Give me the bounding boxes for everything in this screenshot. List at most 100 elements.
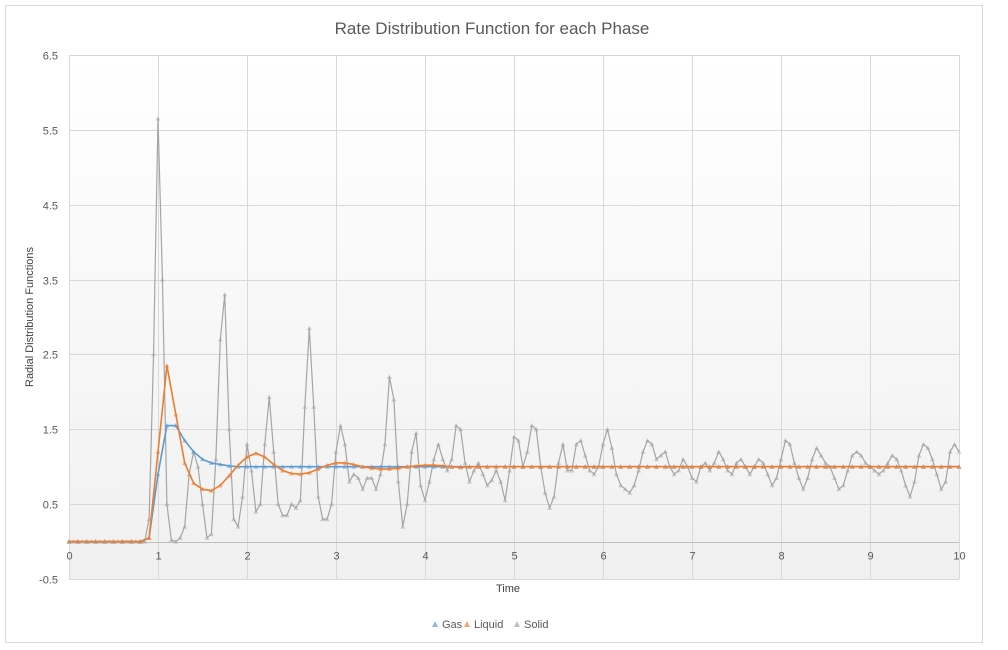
solid-marker — [262, 441, 268, 447]
liquid-marker — [823, 464, 828, 469]
solid-marker — [271, 449, 277, 454]
liquid-marker — [511, 464, 517, 469]
y-axis-label: Radial Distribution Functions — [24, 246, 36, 387]
x-tick-label: 6 — [600, 551, 606, 563]
liquid-marker — [182, 460, 188, 465]
solid-marker — [302, 404, 308, 409]
solid-marker — [787, 441, 793, 447]
y-tick-label: 3.5 — [43, 276, 58, 288]
solid-marker — [444, 467, 450, 473]
gas-marker — [306, 464, 312, 469]
solid-marker — [475, 460, 481, 465]
x-tick-label: 10 — [953, 551, 965, 563]
solid-marker — [529, 423, 535, 428]
solid-marker — [916, 452, 922, 458]
liquid-marker — [938, 464, 944, 469]
liquid-marker — [342, 460, 348, 465]
liquid-marker — [929, 464, 935, 469]
solid-marker — [257, 501, 263, 507]
liquid-marker — [876, 464, 882, 469]
solid-marker — [418, 482, 424, 488]
solid-marker — [266, 394, 272, 400]
liquid-marker — [591, 464, 597, 469]
liquid-marker — [404, 464, 410, 469]
solid-marker — [894, 456, 900, 462]
solid-marker — [355, 475, 361, 480]
solid-marker — [738, 456, 744, 462]
solid-marker — [182, 524, 188, 529]
solid-marker — [871, 467, 877, 473]
solid-marker — [947, 449, 953, 454]
solid-marker — [542, 490, 548, 495]
x-tick-label: 4 — [422, 551, 428, 563]
solid-marker — [556, 460, 561, 465]
gas-legend-marker — [432, 621, 438, 627]
solid-marker — [863, 460, 869, 465]
liquid-marker — [885, 464, 891, 469]
solid-marker — [195, 464, 201, 469]
liquid-marker — [805, 464, 811, 469]
liquid-marker — [796, 464, 802, 469]
liquid-marker — [609, 464, 615, 469]
solid-marker — [235, 524, 241, 529]
liquid-marker — [742, 464, 748, 469]
liquid-marker — [787, 464, 793, 469]
solid-marker — [413, 430, 419, 436]
solid-marker — [168, 537, 174, 543]
solid-marker — [400, 524, 406, 529]
solid-marker — [778, 456, 784, 462]
x-tick-label: 8 — [778, 551, 784, 563]
liquid-marker — [449, 464, 455, 469]
solid-marker — [213, 456, 219, 462]
solid-marker — [159, 277, 165, 282]
solid-marker — [391, 396, 397, 402]
liquid-marker — [912, 464, 917, 469]
liquid-marker — [627, 464, 633, 469]
liquid-marker — [244, 454, 250, 459]
solid-marker — [903, 482, 909, 488]
gas-marker — [200, 456, 205, 462]
solid-marker — [831, 475, 837, 480]
solid-marker — [600, 441, 606, 447]
liquid-marker — [680, 464, 686, 469]
solid-marker — [587, 467, 593, 473]
solid-marker — [409, 449, 415, 454]
gas-marker — [155, 471, 161, 477]
y-tick-label: 6.5 — [43, 51, 58, 63]
liquid-marker — [903, 464, 909, 469]
solid-marker — [337, 423, 343, 428]
solid-marker — [756, 456, 762, 462]
solid-marker — [480, 471, 486, 477]
solid-marker — [275, 501, 281, 507]
liquid-marker — [529, 464, 535, 469]
solid-marker — [404, 501, 410, 507]
solid-marker — [676, 467, 682, 473]
solid-marker — [177, 535, 183, 540]
solid-marker — [142, 539, 148, 544]
solid-marker — [929, 456, 935, 462]
liquid-marker — [146, 535, 152, 540]
legend-label-solid: Solid — [524, 619, 548, 631]
liquid-marker — [440, 463, 446, 468]
liquid-marker — [707, 464, 713, 469]
gas-marker — [253, 464, 259, 469]
solid-marker — [925, 445, 931, 450]
liquid-marker — [235, 462, 241, 468]
solid-marker — [943, 479, 949, 484]
solid-marker — [956, 449, 962, 454]
gas-marker — [342, 464, 348, 469]
solid-marker — [649, 441, 655, 447]
liquid-marker — [280, 467, 286, 473]
solid-marker — [253, 509, 259, 514]
liquid-marker — [769, 464, 775, 469]
x-axis-label: Time — [496, 583, 520, 595]
solid-marker — [782, 438, 788, 443]
solid-marker — [876, 471, 882, 477]
solid-marker — [173, 539, 179, 544]
x-tick-label: 9 — [867, 551, 873, 563]
solid-marker — [569, 467, 575, 473]
solid-marker — [578, 438, 584, 443]
liquid-marker — [840, 464, 846, 469]
solid-marker — [631, 482, 637, 488]
liquid-marker — [315, 466, 321, 471]
